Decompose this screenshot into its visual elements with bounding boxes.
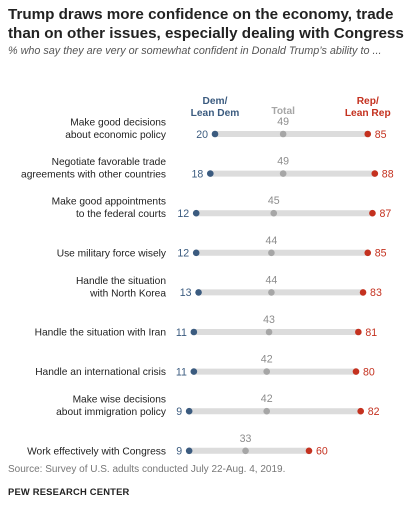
- category-label: Make good appointments: [52, 197, 166, 208]
- dot-total: [270, 209, 278, 217]
- dot-total: [279, 170, 287, 177]
- legend-total-label: Total: [271, 106, 295, 117]
- dot-dem: [211, 130, 219, 138]
- dot-rep: [352, 368, 360, 375]
- dot-rep: [305, 447, 313, 455]
- value-label-rep: 82: [368, 406, 380, 418]
- value-label-rep: 87: [379, 208, 391, 220]
- source-note: Source: Survey of U.S. adults conducted …: [8, 464, 286, 475]
- dot-dem: [192, 249, 200, 257]
- value-label-total: 43: [263, 314, 275, 326]
- value-label-dem: 18: [192, 168, 204, 180]
- value-label-total: 45: [268, 195, 280, 207]
- chart-subtitle: % who say they are very or somewhat conf…: [8, 45, 382, 57]
- value-label-rep: 85: [375, 129, 387, 141]
- value-label-dem: 13: [180, 287, 192, 299]
- value-label-rep: 85: [375, 248, 387, 260]
- dot-total: [263, 407, 271, 415]
- value-label-rep: 81: [365, 327, 377, 339]
- value-label-rep: 83: [370, 287, 382, 299]
- dot-dem: [190, 328, 198, 336]
- value-label-total: 49: [277, 116, 289, 128]
- value-label-dem: 9: [176, 446, 182, 458]
- dot-dem: [195, 289, 202, 296]
- value-label-dem: 12: [177, 208, 189, 220]
- dot-total: [242, 447, 249, 455]
- value-label-rep: 80: [363, 366, 375, 378]
- category-label: with North Korea: [89, 288, 166, 299]
- dot-total: [265, 328, 273, 336]
- dot-total: [268, 289, 275, 296]
- dot-plot-chart: Dem/Lean Dem Total Rep/Lean Rep Make good d…: [21, 96, 394, 458]
- dot-dem: [185, 447, 193, 455]
- category-label: Handle the situation: [76, 276, 166, 287]
- value-label-dem: 11: [176, 366, 187, 378]
- category-label: Make wise decisions: [73, 395, 166, 406]
- value-label-dem: 9: [176, 406, 182, 418]
- dot-total: [268, 249, 275, 257]
- value-label-total: 49: [277, 156, 289, 168]
- dot-rep: [357, 407, 365, 415]
- dot-rep: [359, 289, 367, 296]
- value-label-total: 44: [266, 274, 278, 286]
- legend-dem-label: Lean Dem: [191, 108, 240, 119]
- category-label: Handle the situation with Iran: [35, 328, 166, 339]
- dot-rep: [364, 249, 372, 257]
- category-label: Work effectively with Congress: [27, 446, 166, 457]
- category-label: about immigration policy: [56, 407, 167, 418]
- value-label-dem: 20: [196, 129, 208, 141]
- dot-dem: [185, 407, 193, 415]
- dot-dem: [207, 170, 214, 177]
- dot-dem: [192, 209, 200, 217]
- dot-rep: [371, 170, 379, 177]
- category-label: about economic policy: [65, 130, 167, 141]
- category-label: Handle an international crisis: [35, 367, 166, 378]
- category-label: agreements with other countries: [21, 170, 166, 181]
- value-label-total: 33: [240, 433, 252, 445]
- category-label: Negotiate favorable trade: [52, 157, 167, 168]
- category-label: to the federal courts: [76, 209, 166, 220]
- chart-title: Trump draws more confidence on the econo…: [8, 6, 404, 42]
- dot-total: [279, 130, 287, 138]
- dot-rep: [369, 209, 376, 217]
- legend-rep-label: Rep/: [357, 96, 379, 107]
- organization-credit: PEW RESEARCH CENTER: [8, 486, 130, 497]
- legend-rep-label: Lean Rep: [345, 108, 391, 119]
- category-label: Use military force wisely: [57, 248, 167, 259]
- value-label-total: 42: [261, 354, 273, 366]
- dot-rep: [355, 328, 362, 336]
- dot-dem: [190, 368, 198, 375]
- value-label-dem: 12: [177, 248, 189, 260]
- dot-rep: [364, 130, 372, 138]
- value-label-total: 44: [266, 235, 278, 247]
- category-label: Make good decisions: [70, 118, 166, 129]
- value-label-total: 42: [261, 393, 273, 405]
- value-label-rep: 60: [316, 446, 328, 458]
- dot-total: [263, 368, 271, 375]
- value-label-rep: 88: [382, 168, 394, 180]
- value-label-dem: 11: [176, 327, 187, 339]
- legend-dem-label: Dem/: [203, 96, 228, 107]
